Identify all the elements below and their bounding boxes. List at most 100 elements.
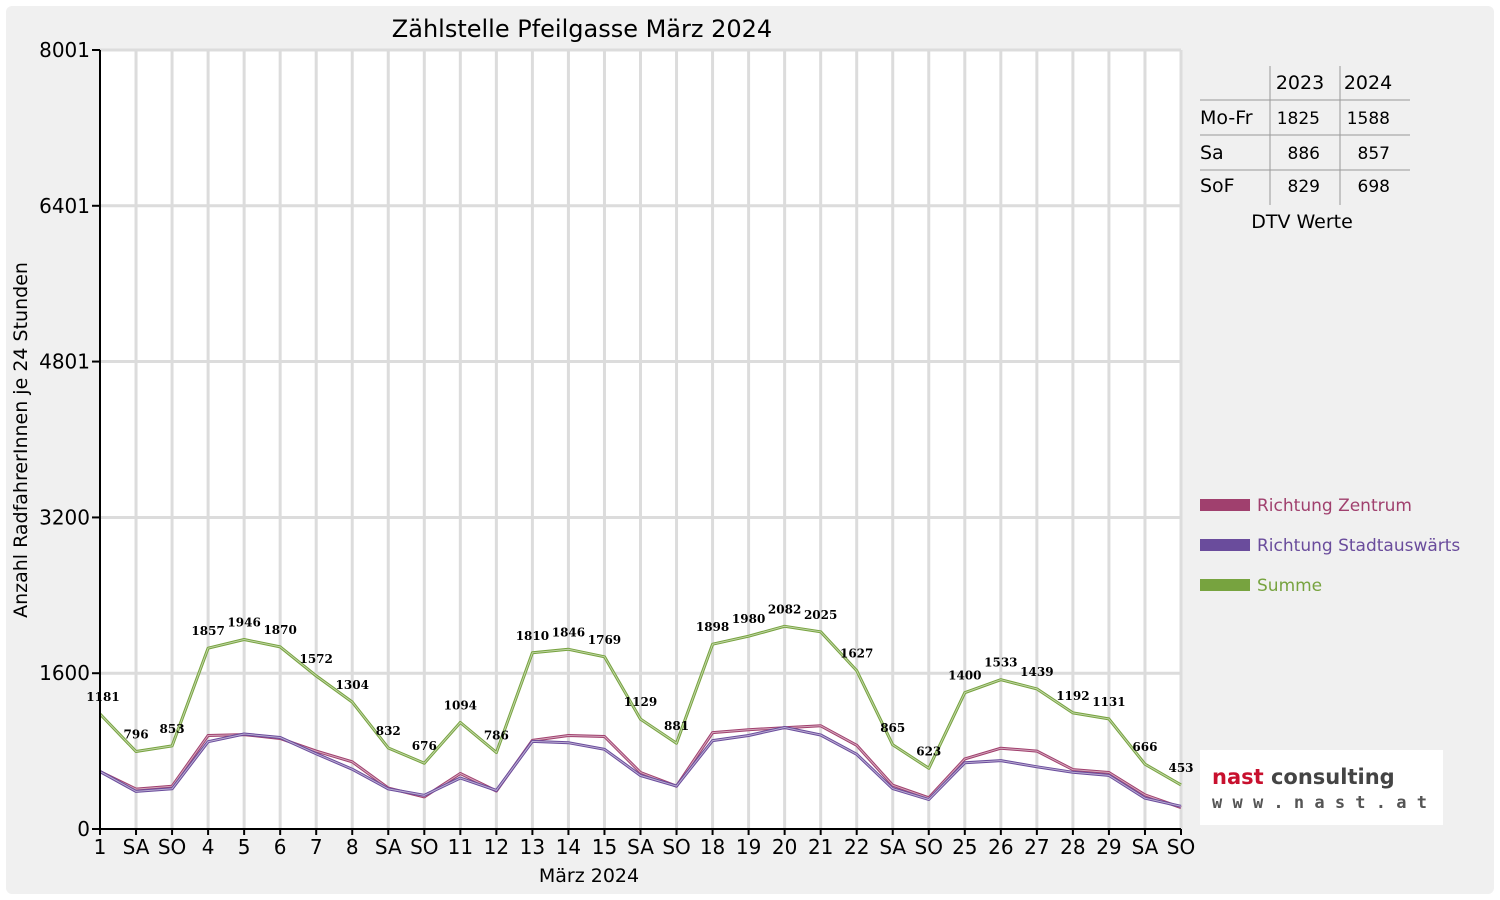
x-tick-label: 7 [310,835,323,859]
x-tick-label: SA [879,835,906,859]
data-label: 1810 [516,629,549,643]
table-row-label: Sa [1200,142,1224,164]
nast-consulting-logo: nast consulting w w w . n a s t . a t [1200,750,1443,825]
x-tick-label: 15 [592,835,617,859]
x-tick-label: 4 [202,835,215,859]
x-tick-label: 14 [556,835,581,859]
x-tick-label: 19 [736,835,761,859]
y-axis-ticks: 0 1600 3200 4801 6401 8001 [39,38,100,841]
data-label: 453 [1168,761,1193,775]
logo-name-part1: nast [1212,765,1264,789]
x-tick-label: 18 [700,835,725,859]
x-tick-label: 20 [772,835,797,859]
logo-box [1200,750,1443,825]
legend-swatch [1200,539,1250,551]
data-label: 1131 [1092,695,1125,709]
logo-name-part2: consulting [1264,765,1395,789]
y-tick-label: 4801 [39,350,90,374]
data-label: 623 [916,744,941,758]
x-tick-label: 1 [94,835,107,859]
table-caption: DTV Werte [1251,211,1353,233]
legend-swatch [1200,579,1250,591]
table-cell: 857 [1358,144,1390,164]
logo-url: w w w . n a s t . a t [1212,793,1427,813]
data-label: 865 [880,721,905,735]
x-tick-label: 11 [448,835,473,859]
chart-title: Zählstelle Pfeilgasse März 2024 [392,15,772,43]
y-axis-title: Anzahl RadfahrerInnen je 24 Stunden [10,262,32,618]
series-highlight-richtung-stadtausw-rts [99,726,1182,807]
data-label: 1870 [263,623,296,637]
series-layer [98,624,1182,810]
x-tick-label: SO [915,835,943,859]
x-tick-label: SO [158,835,186,859]
data-label: 1846 [552,625,585,639]
x-tick-label: 12 [484,835,509,859]
table-row-label: SoF [1200,175,1235,197]
data-label: 1304 [336,678,369,692]
x-tick-label: SA [1132,835,1159,859]
data-label: 1181 [86,690,119,704]
data-label: 666 [1132,740,1157,754]
x-tick-label: 29 [1096,835,1121,859]
x-tick-label: 8 [346,835,359,859]
data-label: 881 [664,719,689,733]
table-cell: 698 [1358,177,1390,197]
x-tick-label: SA [627,835,654,859]
data-label: 796 [124,727,149,741]
table-row-label: Mo-Fr [1200,107,1253,129]
y-tick-label: 6401 [39,194,90,218]
data-label: 1094 [444,698,477,712]
data-label: 1980 [732,612,765,626]
data-label: 1946 [227,616,260,630]
data-label: 1898 [696,620,729,634]
data-label: 832 [376,724,401,738]
x-tick-label: 21 [808,835,833,859]
x-tick-label: 28 [1060,835,1085,859]
data-label: 1533 [984,656,1017,670]
logo-name: nast consulting [1212,765,1395,789]
table-cell: 1825 [1277,109,1320,129]
table-header-2024: 2024 [1344,72,1392,94]
x-axis-ticks: 1 SA SO 4 5 6 7 8 SA SO 11 12 13 14 15 SA SO 18 19 20 21 22 SA… [94,829,1195,859]
table-cell: 886 [1288,144,1320,164]
series-highlight-summe [99,625,1182,786]
legend-swatch [1200,499,1250,511]
data-label: 2082 [768,602,801,616]
data-label: 1572 [299,652,332,666]
x-tick-label: 26 [988,835,1013,859]
table-header-2023: 2023 [1276,72,1324,94]
x-tick-label: 6 [274,835,287,859]
x-tick-label: SO [1167,835,1195,859]
data-label: 786 [484,728,509,742]
table-cell: 829 [1288,177,1320,197]
x-tick-label: SA [123,835,150,859]
data-label: 1627 [840,647,873,661]
data-label: 1439 [1020,665,1053,679]
x-tick-label: 5 [238,835,251,859]
x-tick-label: 13 [520,835,545,859]
data-label: 1769 [588,633,621,647]
data-label: 2025 [804,608,837,622]
x-tick-label: 25 [952,835,977,859]
y-tick-label: 0 [77,817,90,841]
data-label: 853 [160,722,185,736]
data-label: 1129 [624,695,657,709]
y-tick-label: 1600 [39,661,90,685]
legend-label: Summe [1257,576,1322,596]
x-tick-label: SA [375,835,402,859]
data-label: 676 [412,739,437,753]
legend-label: Richtung Stadtauswärts [1257,536,1460,556]
x-tick-label: SO [410,835,438,859]
x-axis-title: März 2024 [539,865,639,887]
data-label: 1400 [948,669,981,683]
legend-label: Richtung Zentrum [1257,496,1412,516]
legend: Richtung Zentrum Richtung Stadtauswärts Su… [1200,496,1460,596]
data-label: 1192 [1056,689,1089,703]
y-tick-label: 8001 [39,38,90,62]
table-cell: 1588 [1347,109,1390,129]
data-label: 1857 [191,624,224,638]
dtv-table: 2023 2024 Mo-Fr 1825 1588 Sa 886 857 SoF… [1200,66,1410,233]
